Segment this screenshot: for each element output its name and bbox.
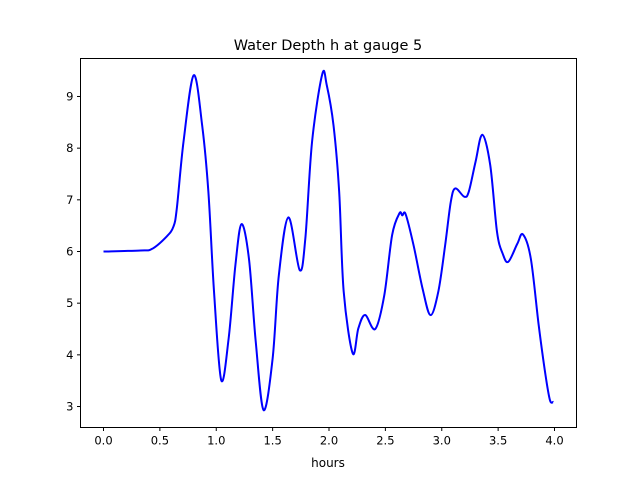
y-tick-label: 4: [66, 348, 73, 362]
x-tick-label: 1.5: [263, 434, 281, 448]
x-tick-label: 2.5: [376, 434, 394, 448]
y-tick-label: 9: [66, 89, 73, 103]
x-axis-label: hours: [311, 456, 345, 470]
plot-frame: [80, 58, 577, 428]
y-tick-label: 7: [66, 193, 73, 207]
x-tick-label: 0.5: [151, 434, 169, 448]
chart-title: Water Depth h at gauge 5: [234, 38, 422, 54]
x-tick-label: 0.0: [94, 434, 112, 448]
y-tick-label: 6: [66, 245, 73, 259]
y-tick-label: 5: [66, 296, 73, 310]
y-tick-label: 3: [66, 400, 73, 414]
series-line-h: [103, 69, 554, 412]
y-axis: 3 4 5 6 7 8 9: [66, 89, 81, 414]
x-tick-label: 3.0: [433, 434, 451, 448]
y-tick-label: 8: [66, 141, 73, 155]
x-tick-label: 1.0: [207, 434, 225, 448]
x-axis: 0.0 0.5 1.0 1.5 2.0 2.5 3.0 3.5 4.0: [94, 427, 564, 448]
x-tick-label: 4.0: [545, 434, 563, 448]
x-tick-label: 2.0: [320, 434, 338, 448]
x-tick-label: 3.5: [489, 434, 507, 448]
